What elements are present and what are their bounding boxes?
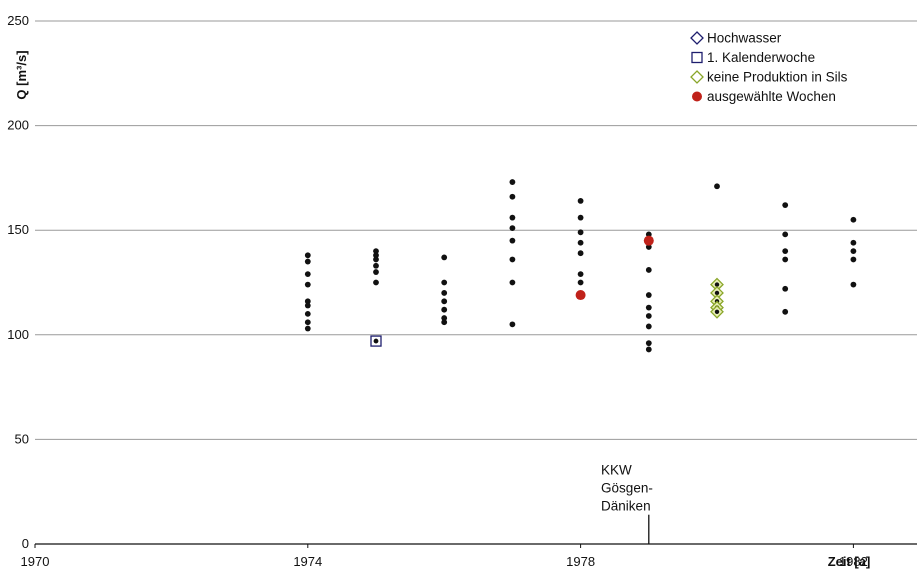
data-point (441, 315, 448, 321)
data-point (373, 269, 379, 275)
data-point (304, 258, 311, 265)
data-point (509, 193, 516, 200)
legend-marker (690, 70, 704, 84)
legend-label: 1. Kalenderwoche (707, 50, 815, 65)
data-point (782, 202, 789, 208)
data-point (850, 248, 857, 255)
x-tick-label: 1982 (839, 554, 868, 569)
grid-lines (35, 20, 917, 440)
data-point (645, 313, 652, 319)
data-point (509, 321, 516, 328)
data-point (782, 256, 789, 263)
legend-label: keine Produktion in Sils (707, 70, 848, 85)
data-point (645, 304, 652, 311)
data-point (441, 290, 448, 296)
data-point (373, 256, 379, 263)
data-point (373, 338, 379, 344)
data-point (441, 319, 448, 326)
legend: Hochwasser 1. Kalenderwoche keine Produkti… (690, 31, 848, 104)
data-point (645, 267, 652, 273)
data-point (304, 302, 311, 309)
data-point (645, 292, 652, 298)
data-point (577, 279, 584, 286)
data-point (645, 244, 652, 250)
y-tick-label: 0 (22, 536, 29, 551)
data-point (645, 340, 652, 347)
data-point (577, 198, 584, 204)
data-point (782, 285, 789, 292)
data-point (304, 325, 311, 332)
data-point (304, 271, 311, 278)
data-point (645, 231, 652, 238)
data-point (441, 306, 448, 313)
data-point (304, 298, 311, 305)
selected-week-point (643, 235, 654, 246)
data-point (509, 214, 516, 221)
y-tick-label: 200 (7, 118, 29, 133)
data-point (782, 308, 789, 315)
y-tick-label: 250 (7, 13, 29, 28)
y-tick-label: 50 (15, 431, 29, 446)
data-points (304, 179, 857, 353)
selected-week-point (575, 290, 586, 301)
data-point (509, 225, 516, 232)
data-point (714, 309, 720, 314)
data-point (373, 248, 379, 255)
data-point (577, 214, 584, 221)
y-tick-label: 150 (7, 222, 29, 237)
data-point (645, 323, 652, 330)
data-point (304, 252, 311, 259)
data-point (782, 248, 789, 255)
data-point (782, 231, 789, 238)
data-point (509, 256, 516, 263)
y-tick-label: 100 (7, 327, 29, 342)
data-point (304, 281, 311, 288)
data-point (577, 271, 584, 278)
data-point (373, 252, 379, 259)
event-label: Gösgen- (601, 481, 653, 496)
data-point (509, 237, 516, 244)
data-point (577, 239, 584, 246)
legend-marker (690, 31, 704, 45)
x-tick-label: 1974 (293, 554, 322, 569)
data-point (577, 250, 584, 257)
data-point (577, 229, 584, 236)
first-week-marker (370, 335, 382, 347)
data-point (441, 298, 448, 305)
data-point (850, 239, 857, 246)
annotations: KKWGösgen-DänikenKKWLeibstadtStufeTavana… (601, 463, 653, 544)
data-point (850, 256, 857, 263)
data-point (373, 262, 379, 269)
data-point (509, 179, 516, 185)
x-tick-label: 1978 (566, 554, 595, 569)
x-tick-label: 1970 (21, 554, 50, 569)
event-label: Däniken (601, 499, 651, 514)
legend-label: Hochwasser (707, 31, 782, 46)
legend-marker (691, 51, 703, 64)
y-axis-label: Q [m³/s] (14, 50, 29, 99)
data-point (509, 279, 516, 286)
axes: Q [m³/s] Zeit [a] 0 50 100 150 200 250 1970 197… (7, 13, 917, 569)
data-point (441, 279, 448, 286)
data-point (850, 281, 857, 288)
event-label: KKW (601, 463, 632, 478)
legend-marker (692, 91, 702, 102)
data-point (645, 346, 652, 353)
data-point (304, 310, 311, 317)
legend-label: ausgewählte Wochen (707, 89, 836, 104)
data-point (304, 319, 311, 326)
x-axis-label: Zeit [a] (828, 554, 871, 569)
data-point (714, 290, 720, 296)
data-point (850, 216, 857, 223)
data-point (373, 279, 379, 286)
data-point (441, 254, 448, 261)
data-point (714, 282, 720, 287)
data-point (714, 183, 720, 190)
